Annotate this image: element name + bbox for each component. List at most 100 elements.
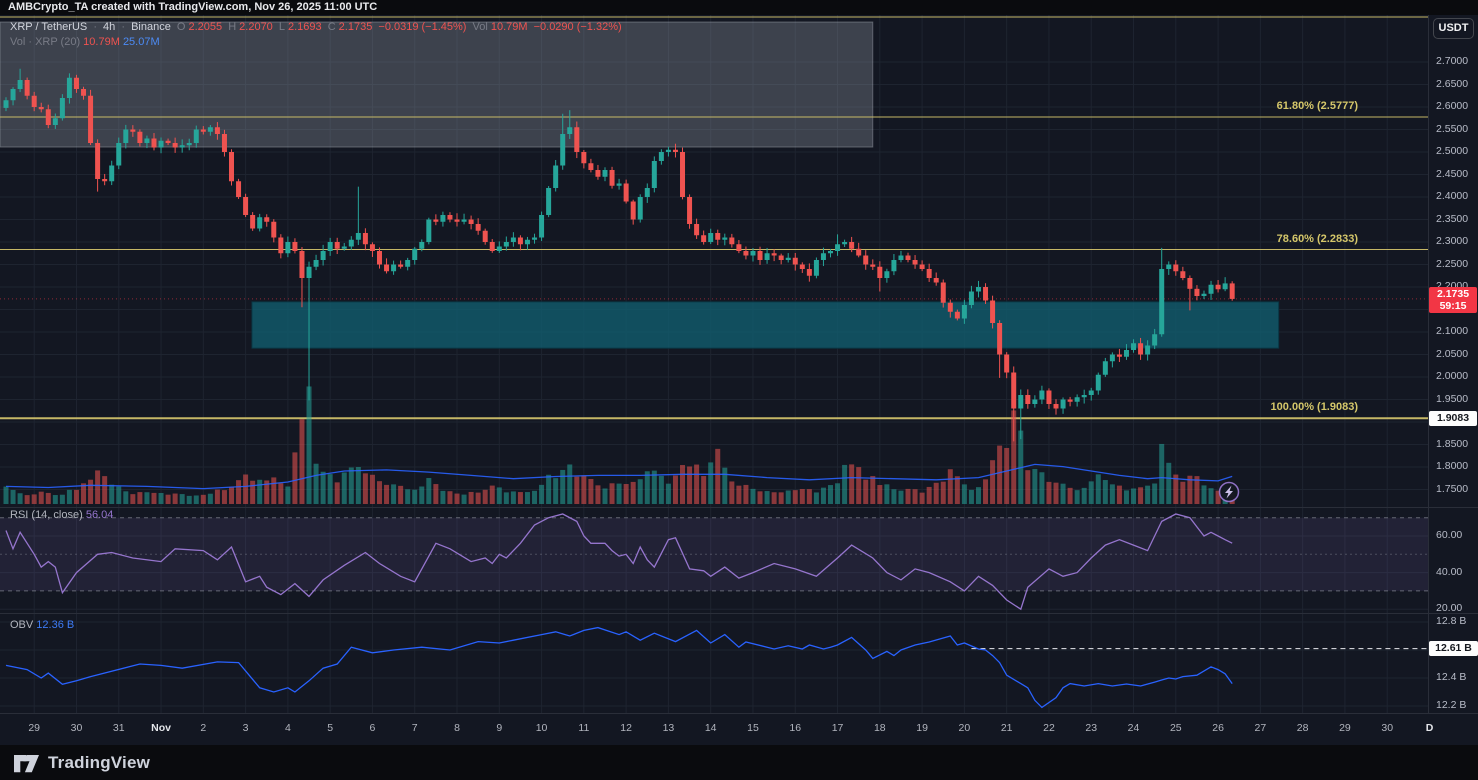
obv-value: 12.36 B [36,619,75,631]
volume-ma-value: 25.07M [122,36,160,48]
time-tick-label: 14 [704,722,717,734]
price-tick-label: 2.0000 [1436,370,1469,382]
price-tick-label: 2.2500 [1436,257,1469,270]
time-tick-label: 31 [112,722,125,734]
price-tick-label: 1.8500 [1436,437,1469,450]
ohlc-low-key: L [278,21,285,33]
time-tick-label: 8 [454,722,460,734]
interval-label[interactable]: 4h [103,21,116,33]
time-tick-label: 12 [620,722,632,734]
tradingview-logo-icon [14,755,39,773]
time-tick-label: 19 [916,722,928,734]
time-tick-label: 27 [1254,722,1267,734]
exchange-label: Binance [131,21,171,33]
obv-tick-label: 12.2 B [1436,699,1467,711]
time-tick-label: 25 [1169,722,1182,734]
price-tick-label: 2.3500 [1436,212,1469,225]
time-tick-label: 7 [411,722,418,734]
tradingview-logo[interactable]: TradingView [14,752,150,773]
time-tick-label: 30 [70,722,83,734]
time-tick-label: 13 [662,722,675,734]
header-title: AMBCrypto_TA created with TradingView.co… [8,1,378,13]
ohlc-high-value: 2.2070 [239,21,273,33]
rsi-name[interactable]: RSI [10,509,29,521]
current-price-badge: 2.1735 59:15 [1429,287,1477,313]
time-tick-label: 11 [578,722,590,734]
volume-indicator-value: 10.79M [83,36,120,48]
fib-level-label: 78.60% (2.2833) [1276,232,1358,245]
fib-level-label: 100.00% (1.9083) [1270,401,1358,414]
ohlc-open-value: 2.2055 [188,21,223,33]
price-tick-label: 2.5500 [1436,122,1469,135]
obv-legend: OBV 12.36 B [10,619,74,631]
volume-value: 10.79M [490,21,528,33]
footer-bar: TradingView [0,745,1478,780]
time-tick-label: 20 [958,722,971,734]
price-tick-label: 2.5000 [1436,145,1469,157]
obv-tick-label: 12.8 B [1436,615,1467,627]
volume-change: −0.0290 (−1.32%) [533,21,622,33]
volume-key: Vol [472,21,488,33]
currency-toggle-button[interactable]: USDT [1433,18,1474,39]
time-tick-label: Nov [151,722,171,734]
obv-tick-label: 12.4 B [1436,671,1467,683]
time-tick-label: 17 [831,722,844,734]
time-tick-label: 6 [369,722,376,734]
time-tick-label: 29 [28,722,41,734]
time-tick-label: 28 [1296,722,1309,734]
time-tick-label: 15 [747,722,759,734]
ohlc-high-key: H [228,21,237,33]
current-price-value: 2.1735 [1436,288,1470,300]
price-tick-label: 2.0500 [1436,347,1469,360]
fib-level-badge: 1.9083 [1429,411,1477,426]
price-tick-label: 2.1000 [1436,325,1469,337]
candle-countdown: 59:15 [1439,300,1467,312]
time-tick-label: 21 [1000,722,1013,734]
price-tick-label: 1.8000 [1436,460,1469,472]
price-change: −0.0319 (−1.45%) [378,21,467,33]
time-tick-label: D [1425,722,1434,734]
time-tick-label: 18 [873,722,886,734]
time-tick-label: 26 [1212,722,1224,734]
header-bar: AMBCrypto_TA created with TradingView.co… [0,0,1478,15]
ohlc-open-key: O [176,21,186,33]
quick-trade-lightning-icon[interactable] [1218,481,1240,503]
obv-name[interactable]: OBV [10,619,34,631]
time-tick-label: 2 [200,722,207,734]
time-tick-label: 3 [242,722,249,734]
tradingview-logo-text: TradingView [48,752,151,772]
ohlc-close-key: C [327,21,336,33]
time-tick-label: 23 [1085,722,1098,734]
fib-level-label: 61.80% (2.5777) [1276,100,1358,113]
time-tick-label: 10 [535,722,548,734]
price-tick-label: 2.4500 [1436,167,1469,180]
rsi-legend: RSI (14, close) 56.04 [10,509,113,521]
rsi-value: 56.04 [85,509,114,521]
ohlc-close-value: 2.1735 [338,21,373,33]
rsi-tick-label: 60.00 [1436,529,1463,541]
ohlc-low-value: 2.1693 [288,21,322,33]
price-tick-label: 1.9500 [1436,392,1469,405]
time-tick-label: 5 [327,722,334,734]
time-tick-label: 16 [789,722,802,734]
volume-indicator-legend: Vol · XRP (20) 10.79M 25.07M [10,36,160,48]
volume-indicator-name[interactable]: Vol · XRP (20) [10,36,81,48]
symbol-name[interactable]: XRP / TetherUS [10,21,88,33]
time-tick-label: 22 [1043,722,1055,734]
price-tick-label: 2.6000 [1436,100,1469,112]
obv-level-badge: 12.61 B [1429,641,1478,656]
time-tick-label: 29 [1339,722,1351,734]
time-tick-label: 4 [284,722,291,734]
price-tick-label: 1.7500 [1436,482,1469,495]
rsi-tick-label: 20.00 [1436,602,1463,615]
price-tick-label: 2.7000 [1436,55,1469,67]
rsi-tick-label: 40.00 [1436,565,1463,578]
price-tick-label: 2.6500 [1436,77,1469,90]
price-tick-label: 2.4000 [1436,190,1469,202]
time-tick-label: 24 [1127,722,1140,734]
rsi-params: (14, close) [31,509,83,521]
price-tick-label: 2.3000 [1436,235,1469,247]
